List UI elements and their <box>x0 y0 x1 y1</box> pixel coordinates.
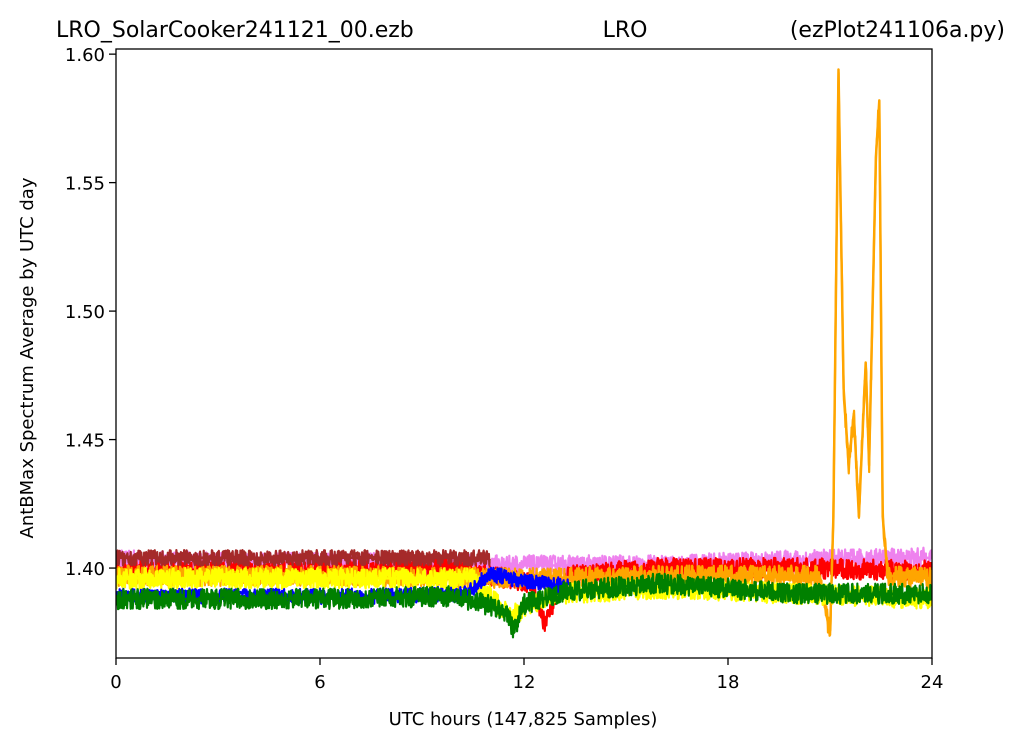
y-tick-label-2: 1.50 <box>65 302 105 323</box>
x-tick-label-0: 0 <box>110 672 121 693</box>
title-right: (ezPlot241106a.py) <box>790 18 1005 43</box>
series-4 <box>116 549 491 567</box>
x-tick-label-1: 6 <box>314 672 325 693</box>
series-2-trend <box>116 68 932 637</box>
y-tick-label-1: 1.45 <box>65 431 105 452</box>
x-tick-label-2: 12 <box>513 672 536 693</box>
y-tick-label-4: 1.60 <box>65 45 105 66</box>
series-2 <box>116 68 932 637</box>
series-layer <box>116 68 932 639</box>
series-2-line <box>116 71 932 637</box>
axes-layer: 0 6 12 18 24 1.40 1.45 1.50 1.55 1.60 <box>65 45 944 693</box>
series-6 <box>116 572 932 639</box>
x-tick-label-4: 24 <box>921 672 944 693</box>
series-0-trend <box>116 556 932 567</box>
y-tick-label-0: 1.40 <box>65 559 105 580</box>
x-tick-label-3: 18 <box>717 672 740 693</box>
x-axis-label: UTC hours (147,825 Samples) <box>389 709 658 730</box>
title-center: LRO <box>603 18 648 43</box>
y-tick-label-3: 1.55 <box>65 174 105 195</box>
y-axis-label: AntBMax Spectrum Average by UTC day <box>17 177 38 538</box>
series-6-trend <box>116 582 932 631</box>
title-left: LRO_SolarCooker241121_00.ezb <box>56 18 414 43</box>
